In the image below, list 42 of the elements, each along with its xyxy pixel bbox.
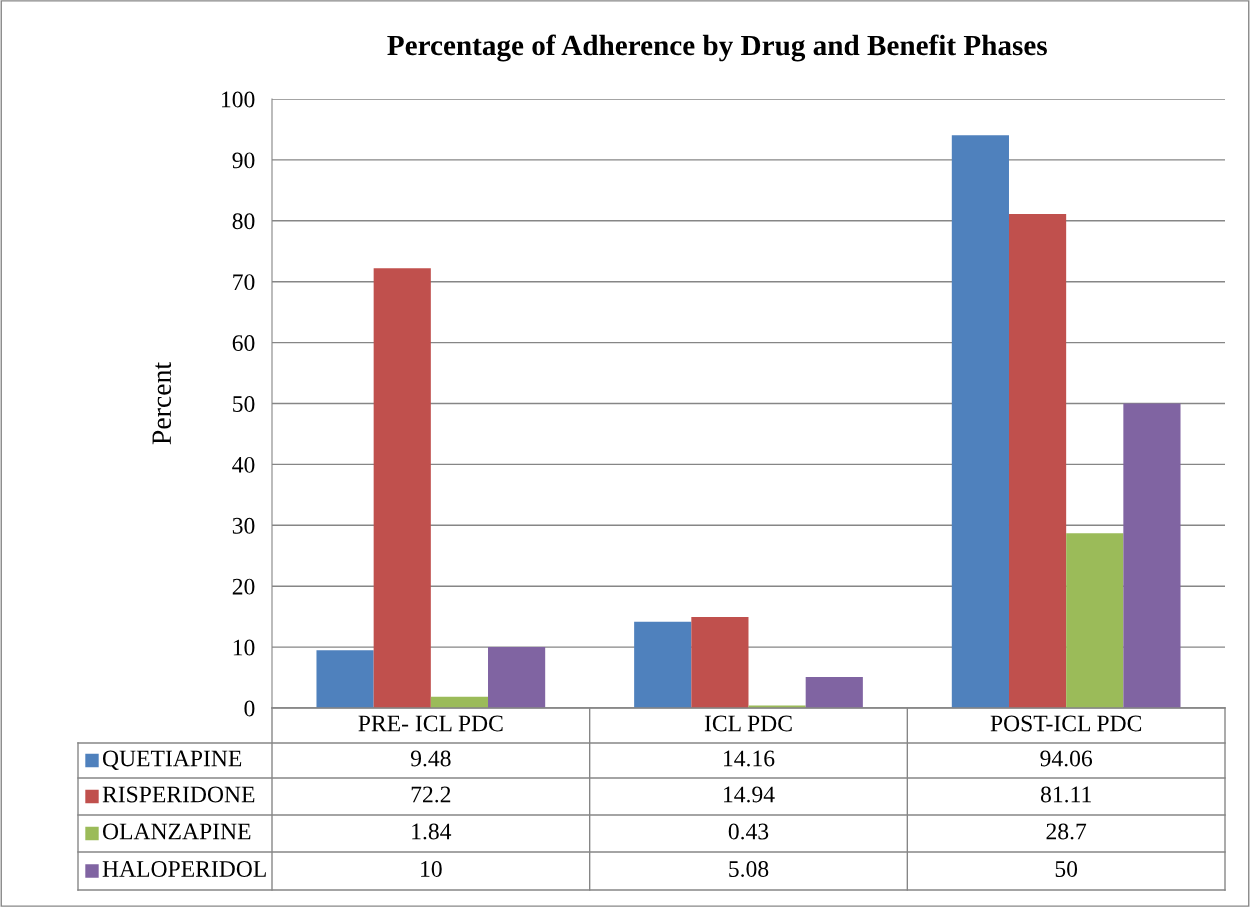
y-tick-label: 30 [232, 517, 255, 534]
data-label: 94.06 [1040, 750, 1093, 767]
data-label: 72.2 [411, 786, 451, 803]
legend-label: OLANZAPINE [102, 823, 251, 840]
bar [805, 677, 863, 708]
y-tick-label: 0 [244, 700, 255, 717]
x-tick-label: POST-ICL PDC [990, 715, 1142, 732]
bar [1066, 533, 1124, 708]
data-label: 1.84 [412, 823, 452, 840]
data-label: 9.48 [410, 750, 451, 767]
data-label: 14.16 [724, 750, 775, 767]
chart-title: Percentage of Adherence by Drug and Benefit Phases [387, 34, 1047, 62]
y-tick-label: 50 [233, 395, 255, 412]
data-label: 14.94 [724, 786, 775, 803]
bar [1008, 214, 1067, 708]
data-label: 50 [1055, 860, 1078, 877]
bar [373, 268, 431, 708]
data-label: 10 [421, 860, 442, 877]
legend-label: RISPERIDONE [102, 786, 255, 803]
bar [634, 621, 692, 708]
y-tick-label: 60 [232, 335, 255, 352]
bar [1123, 403, 1181, 708]
y-tick-label: 80 [232, 213, 255, 230]
bar [951, 135, 1009, 708]
x-tick-label: PRE- ICL PDC [358, 715, 503, 732]
data-label: 81.11 [1040, 786, 1091, 803]
bar [488, 647, 546, 708]
y-tick-label: 40 [232, 456, 255, 473]
data-label: 28.7 [1046, 823, 1087, 840]
bar [316, 650, 374, 708]
y-tick-label: 10 [233, 639, 255, 656]
data-label: 0.43 [728, 823, 769, 840]
y-tick-label: 20 [232, 578, 255, 595]
x-tick-label: ICL PDC [704, 715, 792, 732]
y-tick-label: 90 [232, 152, 255, 169]
y-tick-label: 100 [221, 91, 255, 108]
data-label: 5.08 [729, 860, 769, 878]
legend-label: QUETIAPINE [102, 750, 242, 771]
y-tick-label: 70 [233, 274, 255, 291]
bar [691, 617, 749, 708]
y-axis-title: Percent [152, 362, 172, 445]
legend-label: HALOPERIDOL [102, 861, 266, 877]
